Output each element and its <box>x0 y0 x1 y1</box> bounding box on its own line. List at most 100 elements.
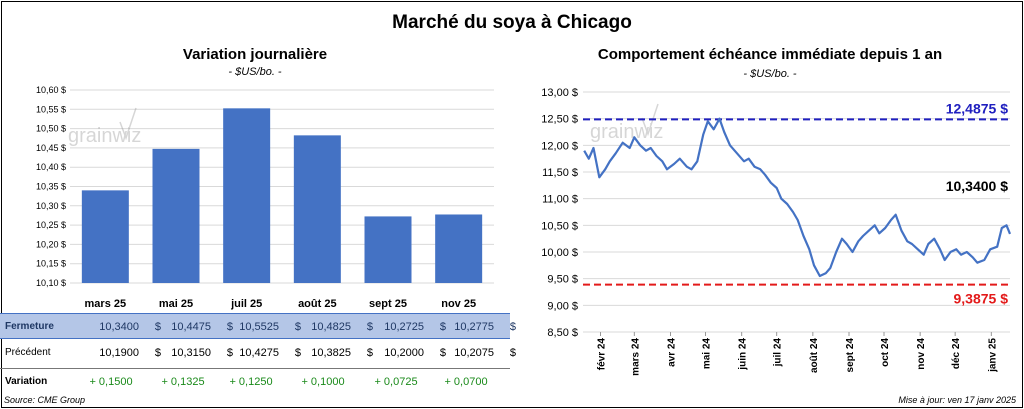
watermark-logo: grainwiz <box>68 107 141 147</box>
y-tick-label: 10,15 $ <box>36 259 66 269</box>
y-tick-label: 11,50 $ <box>542 167 578 179</box>
y-tick-label: 10,10 $ <box>36 278 66 288</box>
y-tick-label: 10,60 $ <box>36 85 66 95</box>
table-cell: + 0,1500 <box>89 376 133 388</box>
cell-value: 10,2075 <box>454 347 494 359</box>
cell-value: 10,2000 <box>384 347 424 359</box>
x-tick-label: août 25 <box>298 298 337 310</box>
y-tick-label: 9,50 $ <box>547 274 578 286</box>
table-cell: + 0,1325 <box>161 376 205 388</box>
cell-value: 10,3400 <box>99 321 139 333</box>
cell-value: 10,3825 <box>311 347 351 359</box>
x-tick-label: déc 24 <box>951 338 962 370</box>
row-label: Précédent <box>5 347 51 358</box>
y-tick-label: 10,20 $ <box>36 239 66 249</box>
x-tick-label: nov 25 <box>441 298 476 310</box>
row-label: Variation <box>5 376 48 387</box>
x-tick-label: juin 24 <box>738 338 749 371</box>
cell-currency: $ <box>294 321 301 333</box>
table-cell: + 0,1250 <box>229 376 273 388</box>
line-chart-unit: - $US/bo. - <box>743 68 797 80</box>
table-row-closing: Fermeture 10,3400 $10,4475 $10,5525 $10,482… <box>0 313 516 339</box>
cell-value: 10,3150 <box>171 347 211 359</box>
cell-currency: $ <box>439 321 446 333</box>
x-tick-label: nov 24 <box>916 338 927 370</box>
x-tick-label: janv 25 <box>987 338 998 373</box>
cell-currency: $ <box>366 321 373 333</box>
bar <box>223 108 271 284</box>
cell-currency: $ <box>366 347 373 359</box>
bar <box>435 214 483 283</box>
y-tick-label: 11,00 $ <box>542 194 578 206</box>
table-cell: + 0,0700 <box>444 376 488 388</box>
cell-currency: $ <box>439 347 446 359</box>
y-tick-label: 10,00 $ <box>541 247 578 259</box>
y-tick-label: 10,35 $ <box>36 182 66 192</box>
table-row-previous: Précédent 10,1900 $10,3150 $10,4275 $10,382… <box>0 340 516 366</box>
y-tick-label: 10,50 $ <box>541 220 578 232</box>
y-tick-label: 10,50 $ <box>36 124 66 134</box>
cell-value: 10,5525 <box>239 321 279 333</box>
x-tick-label: juil 24 <box>773 338 784 368</box>
price-line <box>583 117 1012 278</box>
bar-chart: 10,10 $ 10,15 $ 10,20 $ 10,25 $ 10,30 $ 10,35… <box>36 85 494 310</box>
bar <box>293 135 341 283</box>
update-note: Mise à jour: ven 17 janv 2025 <box>898 395 1016 405</box>
cell-currency: $ <box>154 347 161 359</box>
bar <box>152 148 200 283</box>
cell-currency: $ <box>154 321 161 333</box>
reference-label: 9,3875 $ <box>954 291 1009 307</box>
line-chart-title: Comportement échéance immédiate depuis 1… <box>597 46 943 63</box>
table-cell: + 0,0725 <box>374 376 418 388</box>
y-tick-label: 8,50 $ <box>547 327 578 339</box>
y-tick-label: 12,50 $ <box>541 114 578 126</box>
x-tick-label: sept 24 <box>845 338 856 373</box>
cell-currency: $ <box>226 321 233 333</box>
bar <box>81 190 129 283</box>
x-tick-label: mai 24 <box>702 338 713 370</box>
cell-value: 10,2775 <box>454 321 494 333</box>
row-label: Fermeture <box>5 321 54 332</box>
source-note: Source: CME Group <box>4 395 86 405</box>
x-tick-label: avr 24 <box>667 338 678 367</box>
cell-value: 10,2725 <box>384 321 424 333</box>
reference-label: 12,4875 $ <box>946 100 1008 116</box>
x-tick-label: févr 24 <box>597 338 608 371</box>
bar <box>364 216 412 283</box>
y-tick-label: 10,45 $ <box>36 143 66 153</box>
y-tick-label: 9,00 $ <box>547 300 578 312</box>
x-tick-label: oct 24 <box>880 338 891 367</box>
y-tick-label: 10,55 $ <box>36 104 66 114</box>
watermark-text: grainwiz <box>590 121 663 143</box>
cell-value: 10,1900 <box>99 347 139 359</box>
table-cell: + 0,1000 <box>301 376 345 388</box>
x-tick-label: juil 25 <box>230 298 262 310</box>
cell-currency: $ <box>509 347 516 359</box>
watermark-logo: grainwiz <box>590 103 663 143</box>
main-title: Marché du soya à Chicago <box>392 12 632 33</box>
cell-value: 10,4475 <box>171 321 211 333</box>
table-row-variation: Variation + 0,1500 + 0,1325 + 0,1250 + 0,10… <box>0 368 510 395</box>
x-tick-label: août 24 <box>809 338 820 373</box>
last-price-label: 10,3400 $ <box>946 178 1008 194</box>
y-tick-label: 10,30 $ <box>36 201 66 211</box>
x-tick-label: sept 25 <box>369 298 407 310</box>
y-tick-label: 12,00 $ <box>541 140 578 152</box>
cell-value: 10,4275 <box>239 347 279 359</box>
cell-currency: $ <box>294 347 301 359</box>
y-tick-label: 10,40 $ <box>36 162 66 172</box>
watermark-text: grainwiz <box>68 125 141 147</box>
x-tick-label: mars 25 <box>85 298 127 310</box>
watermark-mark <box>119 107 137 141</box>
y-tick-label: 10,25 $ <box>36 220 66 230</box>
bar-chart-unit: - $US/bo. - <box>228 66 282 78</box>
x-tick-label: mai 25 <box>159 298 193 310</box>
cell-value: 10,4825 <box>311 321 351 333</box>
bar-chart-title: Variation journalière <box>182 46 328 63</box>
y-tick-label: 13,00 $ <box>541 87 578 99</box>
cell-currency: $ <box>509 321 516 333</box>
cell-currency: $ <box>226 347 233 359</box>
watermark-mark <box>641 103 659 137</box>
